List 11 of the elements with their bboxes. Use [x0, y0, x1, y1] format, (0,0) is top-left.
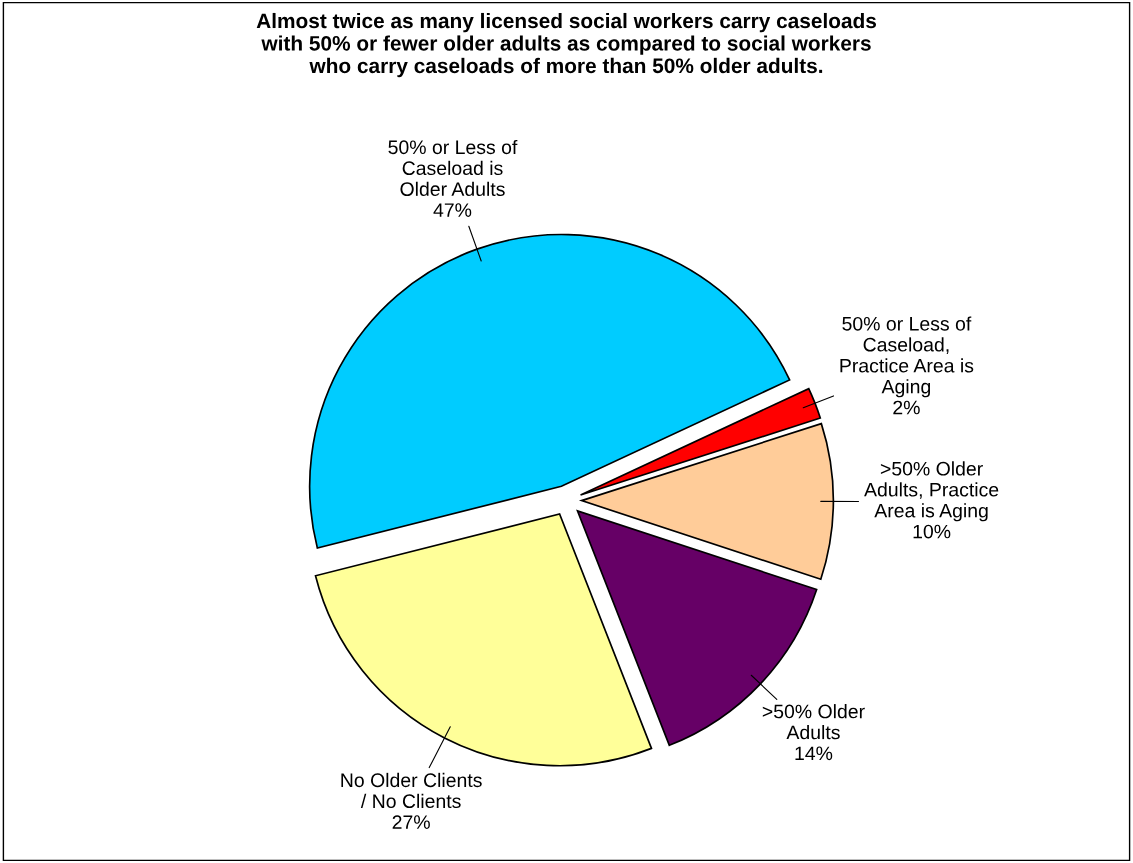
- slice-label: >50% Older Adults, Practice Area is Aging: [864, 461, 999, 522]
- slice-label: 50% or Less of Caseload, Practice Area is Aging: [840, 316, 974, 398]
- data-label: 10%: [913, 524, 951, 539]
- slice-label: 50% or Less of Caseload is Older Adults: [388, 139, 518, 197]
- data-label: 27%: [392, 815, 430, 829]
- data-label: 47%: [433, 203, 472, 217]
- slice-label: >50% Older Adults: [762, 704, 865, 740]
- data-label: 14%: [795, 746, 833, 761]
- data-label: 2%: [893, 400, 920, 415]
- chart-title: Almost twice as many licensed social workers carry caseloads with 50% or fewer older adults as compared to social workers who carry caseloads of more than 50% older adults.: [256, 12, 877, 78]
- slice-label: No Older Clients / No Clients: [341, 772, 482, 809]
